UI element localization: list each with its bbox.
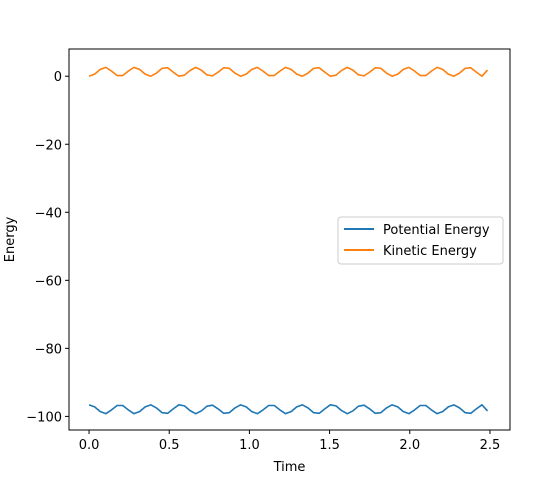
y-tick-label: −20	[35, 138, 62, 153]
series-line-potential-energy	[88, 404, 489, 415]
plot-frame	[68, 48, 511, 431]
series-layer	[88, 66, 489, 415]
legend-label-potential-energy: Potential Energy	[383, 223, 490, 238]
x-tick-label: 0.5	[159, 438, 180, 453]
y-tick-label: −100	[26, 410, 62, 425]
legend-label-kinetic-energy: Kinetic Energy	[383, 244, 477, 259]
x-axis: 0.0 0.5 1.0 1.5 2.0 2.5	[79, 430, 501, 453]
x-tick-label: 2.0	[399, 438, 420, 453]
x-tick-label: 1.0	[239, 438, 260, 453]
y-tick-label: −40	[35, 206, 62, 221]
y-axis-label: Energy	[3, 216, 18, 262]
x-tick-label: 2.5	[480, 438, 501, 453]
legend: Potential Energy Kinetic Energy	[337, 216, 504, 265]
x-tick-label: 0.0	[79, 438, 100, 453]
x-tick-label: 1.5	[319, 438, 340, 453]
y-tick-label: −80	[35, 342, 62, 357]
series-line-kinetic-energy	[88, 66, 489, 78]
y-tick-label: 0	[54, 70, 62, 85]
y-axis: 0 −20 −40 −60 −80 −100	[26, 70, 69, 425]
legend-box	[337, 216, 504, 265]
x-axis-label: Time	[273, 460, 306, 475]
y-tick-label: −60	[35, 274, 62, 289]
